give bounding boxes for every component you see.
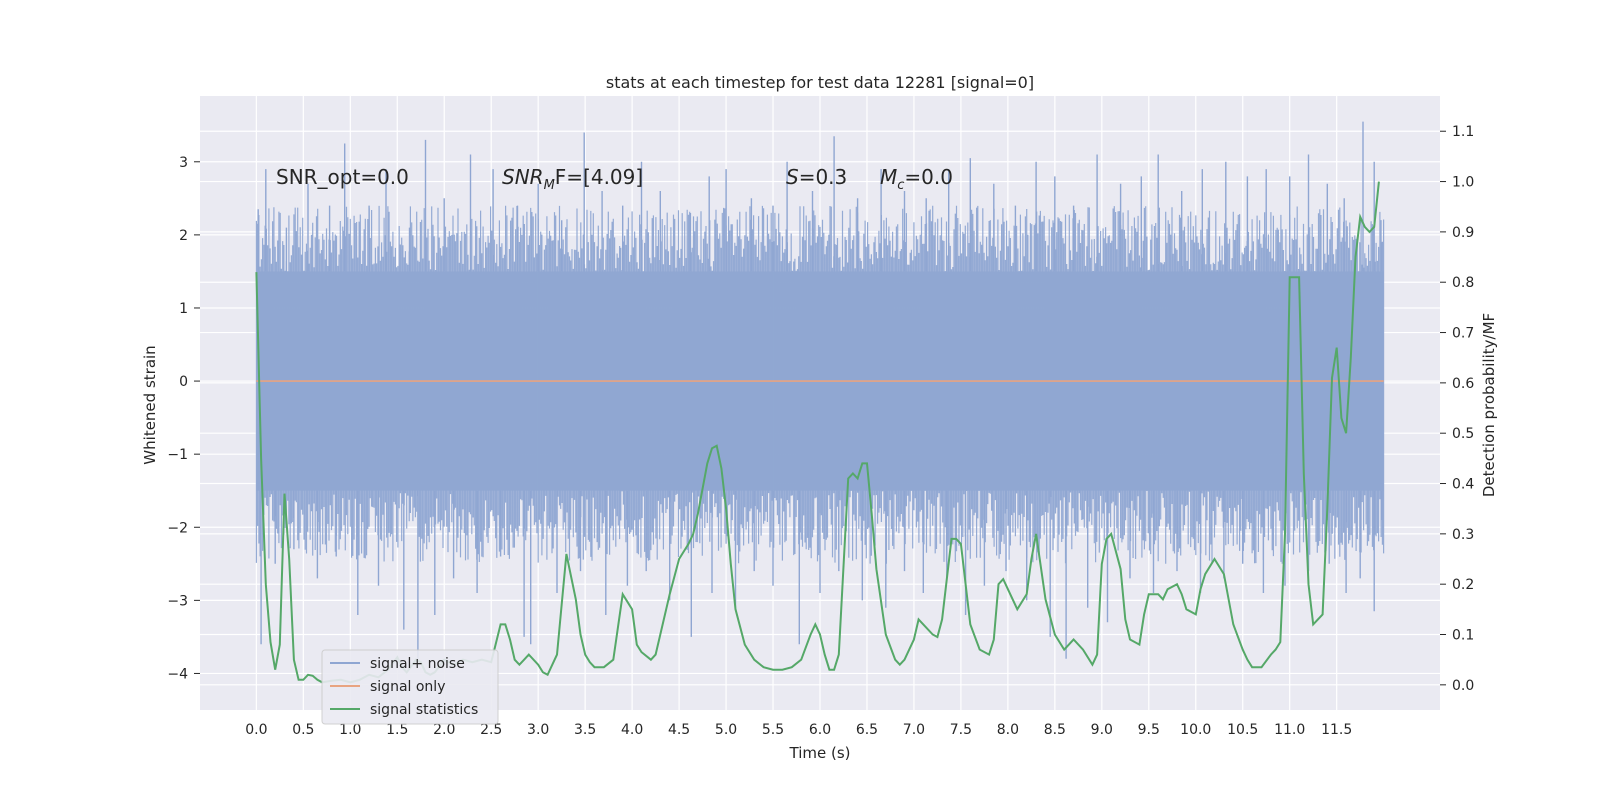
y2-tick-label: 0.4: [1452, 477, 1474, 493]
y2-tick-label: 1.0: [1452, 175, 1474, 191]
annotation-mc: Mc=0.0: [880, 165, 953, 193]
annotation-snr-mf-suffix: F=[4.09]: [555, 165, 643, 189]
y-axis-label: Whitened strain: [141, 345, 159, 464]
x-axis-label: Time (s): [789, 744, 851, 762]
x-tick-label: 2.5: [480, 722, 502, 738]
legend-box: [321, 649, 499, 725]
chart-title: stats at each timestep for test data 122…: [606, 73, 1034, 92]
annotation-snr-mf-sub: M: [544, 178, 555, 193]
x-tick-label: 6.0: [809, 722, 831, 738]
y2-tick-label: 0.6: [1452, 376, 1474, 392]
annotation-mc-prefix: M: [880, 165, 897, 189]
y-tick-label: 2: [179, 228, 188, 244]
annotation-mc-sub: c: [897, 178, 904, 193]
x-axis-ticks: 0.0 0.5 1.0 1.5 2.0 2.5 3.0 3.5 4.0 4.5 5.0 5.5 6.0 6…: [245, 722, 1352, 738]
y2-axis-ticks: 1.1 1.0 0.9 0.8 0.7 0.6 0.5 0.4 0.3 0.2 0.1 0.0: [1440, 124, 1474, 694]
x-tick-label: 11.0: [1274, 722, 1305, 738]
y-tick-label: −4: [167, 666, 188, 682]
x-tick-label: 0.0: [245, 722, 267, 738]
annotation-snr-opt: SNR_opt=0.0: [276, 165, 409, 189]
x-tick-label: 8.5: [1044, 722, 1066, 738]
x-tick-label: 9.5: [1138, 722, 1160, 738]
x-tick-label: 2.0: [433, 722, 455, 738]
annotation-snr-mf: SNRMF=[4.09]: [502, 165, 643, 193]
annotation-s-label: S: [786, 165, 799, 189]
annotation-s-value: =0.3: [799, 165, 848, 189]
y2-tick-label: 0.5: [1452, 426, 1474, 442]
x-tick-label: 5.0: [715, 722, 737, 738]
noise-spikes: [255, 205, 1385, 564]
y-tick-label: −2: [167, 520, 188, 536]
x-tick-label: 5.5: [762, 722, 784, 738]
x-tick-label: 4.0: [621, 722, 643, 738]
y2-tick-label: 0.9: [1452, 225, 1474, 241]
y2-tick-label: 0.2: [1452, 577, 1474, 593]
y-tick-label: 1: [179, 301, 188, 317]
y-tick-label: 3: [179, 155, 188, 171]
x-tick-label: 3.5: [574, 722, 596, 738]
y2-tick-label: 0.3: [1452, 527, 1474, 543]
x-tick-label: 11.5: [1321, 722, 1352, 738]
x-tick-label: 4.5: [668, 722, 690, 738]
x-tick-label: 8.0: [997, 722, 1019, 738]
annotation-s: S=0.3: [786, 165, 847, 189]
y-tick-label: 0: [179, 374, 188, 390]
x-tick-label: 7.5: [950, 722, 972, 738]
y-tick-label: −1: [167, 447, 188, 463]
legend-label-noise: signal+ noise: [370, 656, 465, 672]
noise-peaks: [257, 121, 1383, 659]
x-tick-label: 9.0: [1091, 722, 1113, 738]
y-tick-label: −3: [167, 593, 188, 609]
legend-label-signal: signal only: [370, 679, 445, 695]
x-tick-label: 6.5: [856, 722, 878, 738]
legend-label-stats: signal statistics: [370, 702, 478, 718]
y2-axis-label: Detection probability/MF: [1480, 313, 1498, 497]
y2-tick-label: 0.1: [1452, 628, 1474, 644]
annotation-snr-mf-prefix: SNR: [502, 165, 544, 189]
legend: signal+ noise signal only signal statist…: [321, 649, 499, 725]
x-tick-label: 0.5: [292, 722, 314, 738]
y2-tick-label: 0.0: [1452, 678, 1474, 694]
x-tick-label: 1.5: [386, 722, 408, 738]
x-tick-label: 10.5: [1227, 722, 1258, 738]
x-tick-label: 7.0: [903, 722, 925, 738]
x-tick-label: 1.0: [339, 722, 361, 738]
annotation-mc-value: =0.0: [904, 165, 953, 189]
y-axis-ticks: 3 2 1 0 −1 −2 −3 −4: [167, 155, 200, 682]
x-tick-label: 10.0: [1180, 722, 1211, 738]
x-tick-label: 3.0: [527, 722, 549, 738]
y2-tick-label: 0.7: [1452, 326, 1474, 342]
y2-tick-label: 1.1: [1452, 124, 1474, 140]
y2-tick-label: 0.8: [1452, 275, 1474, 291]
